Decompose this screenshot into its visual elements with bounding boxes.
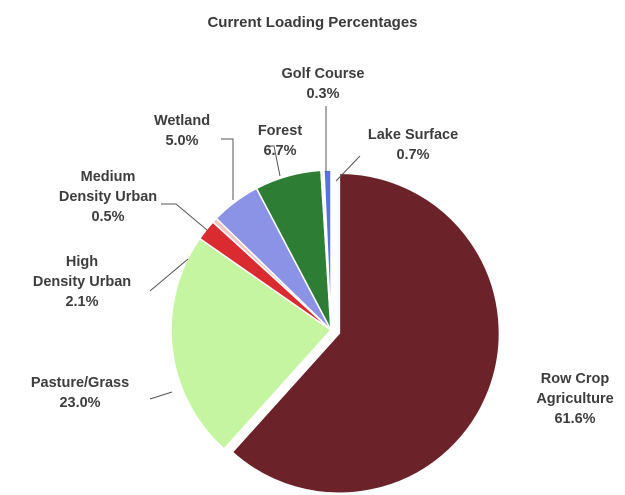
leader-line-high-density-urban — [149, 258, 189, 292]
chart-title: Current Loading Percentages — [207, 14, 418, 31]
slice-label-forest: Forest 6.7% — [258, 123, 302, 159]
slice-label-golf-course: Golf Course 0.3% — [282, 66, 365, 102]
slice-labels: Row Crop Agriculture 61.6% Pasture/Grass 23.… — [31, 66, 614, 427]
pie-slices — [170, 169, 501, 494]
slice-lake-surface — [323, 169, 332, 331]
leader-line-lake-surface — [335, 155, 361, 182]
slice-label-pasture-grass: Pasture/Grass 23.0% — [31, 375, 129, 411]
slice-row-crop-agriculture — [231, 172, 501, 494]
slice-label-wetland: Wetland 5.0% — [154, 113, 210, 149]
leader-line-forest — [266, 145, 281, 177]
slice-label-medium-density-urban: Medium Density Urban 0.5% — [59, 169, 157, 225]
slice-label-high-density-urban: High Density Urban 2.1% — [33, 254, 131, 310]
leader-line-medium-density-urban — [161, 203, 208, 231]
leader-line-pasture-grass — [149, 391, 173, 400]
leader-lines — [149, 106, 361, 400]
leader-line-wetland — [221, 138, 234, 200]
slice-label-row-crop-agriculture: Row Crop Agriculture 61.6% — [536, 371, 613, 427]
slice-label-lake-surface: Lake Surface 0.7% — [368, 127, 458, 163]
